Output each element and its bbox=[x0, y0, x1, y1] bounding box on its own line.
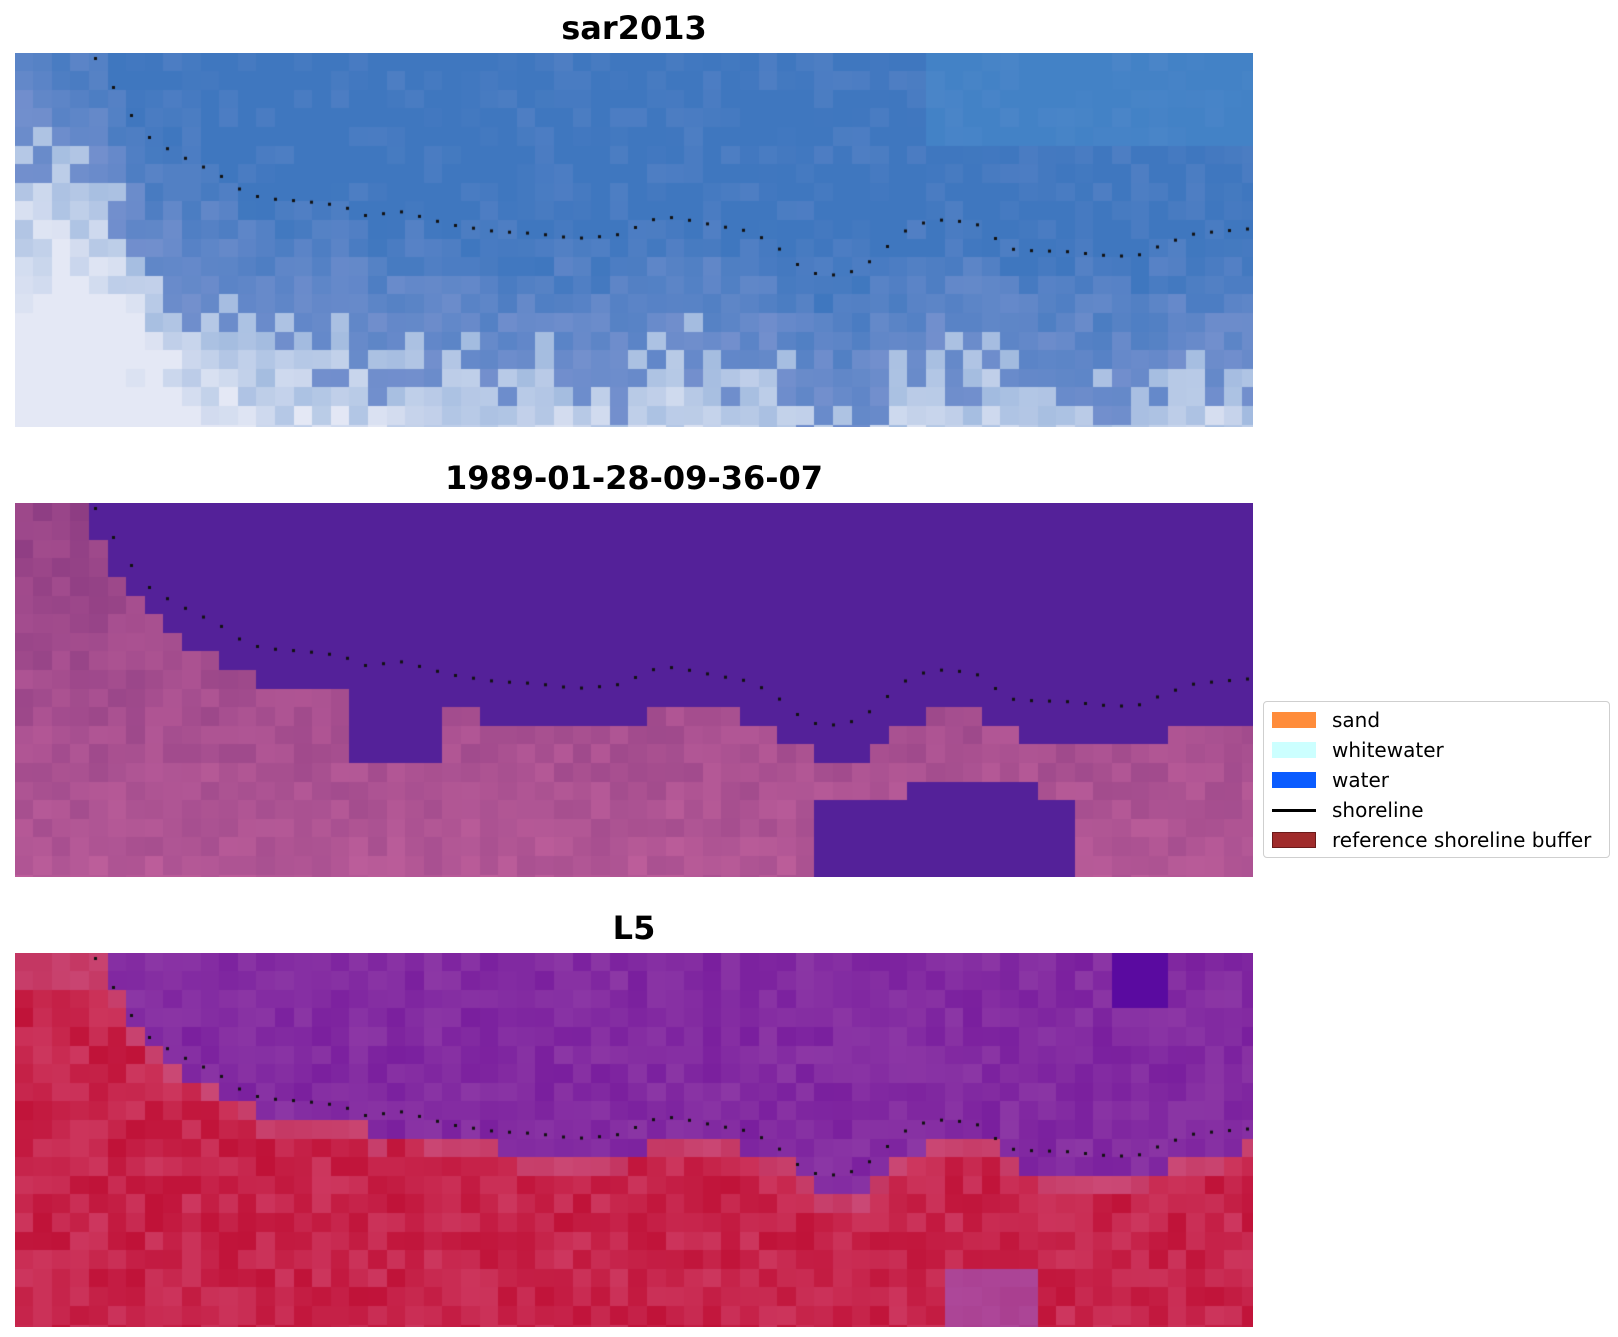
sar-image bbox=[15, 53, 1253, 427]
panel-title-sar: sar2013 bbox=[561, 9, 707, 47]
panel-title-classification: 1989-01-28-09-36-07 bbox=[444, 459, 824, 497]
legend: sand whitewater water shoreline referenc… bbox=[1263, 701, 1610, 858]
legend-item-shoreline: shoreline bbox=[1272, 795, 1424, 825]
sand-swatch bbox=[1272, 712, 1316, 728]
legend-item-whitewater: whitewater bbox=[1272, 735, 1444, 765]
legend-item-reference-buffer: reference shoreline buffer bbox=[1272, 825, 1591, 855]
panel-title-l5: L5 bbox=[612, 909, 656, 947]
legend-label: shoreline bbox=[1332, 798, 1424, 822]
shoreline-line-swatch bbox=[1272, 808, 1316, 812]
legend-item-water: water bbox=[1272, 765, 1389, 795]
legend-label: sand bbox=[1332, 708, 1381, 732]
water-swatch bbox=[1272, 772, 1316, 788]
classification-image bbox=[15, 503, 1253, 877]
whitewater-swatch bbox=[1272, 742, 1316, 758]
legend-label: reference shoreline buffer bbox=[1332, 828, 1592, 852]
legend-label: water bbox=[1332, 768, 1389, 792]
legend-label: whitewater bbox=[1332, 738, 1444, 762]
buffer-swatch bbox=[1272, 832, 1316, 848]
legend-item-sand: sand bbox=[1272, 705, 1380, 735]
l5-image bbox=[15, 953, 1253, 1327]
